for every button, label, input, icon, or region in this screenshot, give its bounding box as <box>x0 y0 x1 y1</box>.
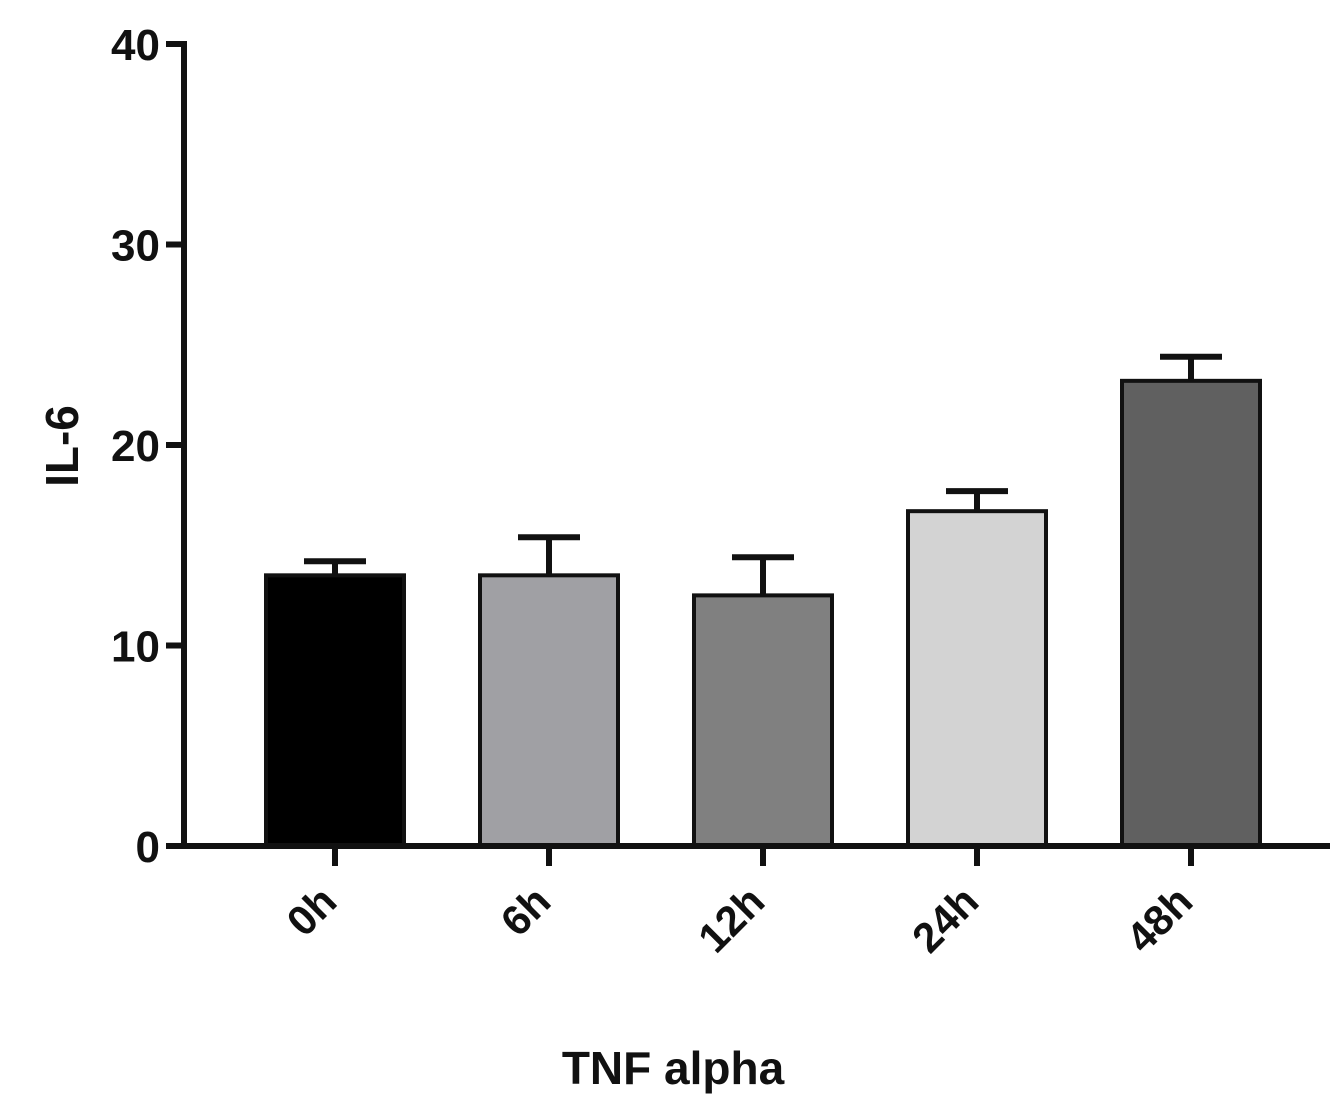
x-tick-label: 12h <box>689 877 773 961</box>
error-bars-layer <box>304 353 1222 596</box>
x-tick-label: 0h <box>277 877 345 945</box>
x-axis-title: TNF alpha <box>562 1042 785 1094</box>
bar-6h <box>478 573 620 848</box>
bar-12h <box>692 593 834 848</box>
y-ticks-layer: 0 10 20 30 40 <box>111 21 184 872</box>
y-tick-label: 30 <box>111 222 160 271</box>
y-axis-title: IL-6 <box>36 405 88 487</box>
y-tick-label: 0 <box>136 823 160 872</box>
y-tick-label: 40 <box>111 21 160 70</box>
bar-48h <box>1120 378 1262 848</box>
x-tick-label: 48h <box>1117 877 1201 961</box>
x-tick-label: 24h <box>903 877 987 961</box>
x-ticks-layer: 0h 6h 12h 24h 48h <box>277 846 1201 962</box>
y-tick-label: 10 <box>111 623 160 672</box>
bar-0h <box>264 573 406 848</box>
y-tick-label: 20 <box>111 422 160 471</box>
bars-layer <box>264 378 1262 848</box>
bar-24h <box>906 509 1048 848</box>
x-tick-label: 6h <box>491 877 559 945</box>
